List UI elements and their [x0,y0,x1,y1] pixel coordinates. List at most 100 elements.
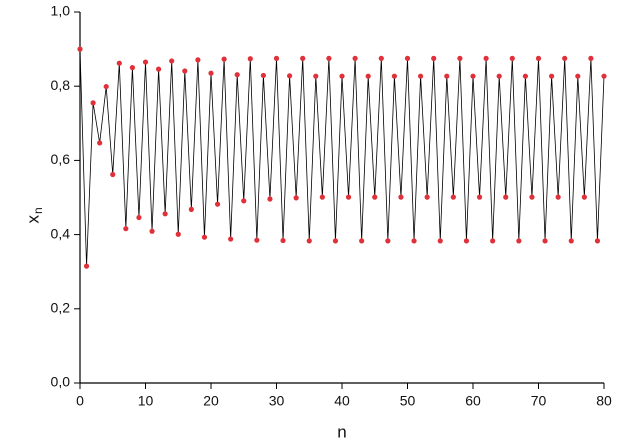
data-point [411,238,417,244]
data-point [201,234,208,240]
data-point [77,46,83,52]
data-point [496,73,502,79]
data-point [123,226,129,232]
data-point [516,238,522,244]
series-line [79,49,605,267]
data-point [169,58,175,64]
data-point [463,238,470,244]
data-point [391,73,397,79]
data-point [431,55,437,61]
data-point [241,198,247,204]
data-point [575,73,581,79]
data-point [490,238,496,244]
data-point [457,55,463,61]
data-point [182,68,188,74]
data-point [129,65,135,71]
data-point [208,70,214,76]
y-tick-label: 0,6 [51,151,71,167]
data-point [581,194,587,200]
x-axis-label: n [337,422,346,441]
data-point [372,194,378,200]
data-point [254,237,260,243]
x-tick-label: 60 [465,393,481,409]
data-point [522,73,529,79]
data-point [103,83,109,90]
y-tick-label: 0,8 [51,77,71,93]
data-point [280,237,286,244]
data-point [378,55,384,61]
data-point [221,56,227,62]
data-point [332,238,339,244]
data-point [562,55,568,61]
y-axis-label-text: x [23,215,42,224]
data-point [345,194,352,200]
data-point [195,57,201,63]
data-point [509,55,515,61]
data-point [529,194,535,200]
data-point [306,238,312,244]
data-point [188,206,194,212]
data-point [549,73,555,79]
data-point [273,55,280,61]
data-point [313,73,319,79]
x-tick-label: 20 [203,393,219,409]
data-point [136,214,142,221]
data-point [503,194,509,200]
data-point [339,73,345,79]
data-point [424,194,430,200]
x-tick-label: 30 [269,393,285,409]
data-point [444,73,450,79]
data-point [214,201,221,207]
y-tick-label: 0,2 [51,300,71,316]
data-point [365,73,371,79]
y-tick-label: 0,4 [51,225,71,241]
data-point [234,72,240,78]
data-point [97,140,103,146]
data-point [398,194,404,200]
data-point [601,73,607,79]
x-tick-label: 80 [596,393,612,409]
y-axis-label: x n [23,207,45,223]
y-tick-label: 0,0 [51,374,71,390]
data-point [90,100,96,106]
data-point [470,73,476,79]
data-point [326,55,332,61]
data-point [300,55,306,61]
data-point [450,194,456,200]
data-point [352,55,358,61]
data-point [437,238,443,244]
data-point [568,238,574,244]
data-point [149,228,155,234]
x-tick-label: 70 [531,393,547,409]
data-point [175,231,181,237]
y-axis-label-subscript: n [31,207,45,214]
data-point [594,238,601,244]
data-point [267,196,273,202]
data-point [476,194,483,200]
data-point [142,59,149,65]
data-point [483,55,489,61]
data-point [542,238,548,244]
x-tick-label: 40 [334,393,350,409]
data-point [260,72,266,79]
data-point [116,60,122,66]
x-tick-label: 10 [138,393,154,409]
data-point [110,171,116,178]
x-tick-label: 50 [400,393,416,409]
x-tick-label: 0 [76,393,84,409]
data-point [404,55,411,61]
data-point [247,56,253,62]
data-point [162,211,168,217]
data-point [293,195,299,201]
data-point [319,194,325,200]
data-point [385,238,391,244]
data-point [418,73,424,79]
data-point [588,55,594,61]
data-point [156,66,162,72]
data-point [287,73,293,79]
y-tick-label: 1,0 [51,3,71,19]
data-point [228,236,234,242]
data-point [83,263,90,269]
